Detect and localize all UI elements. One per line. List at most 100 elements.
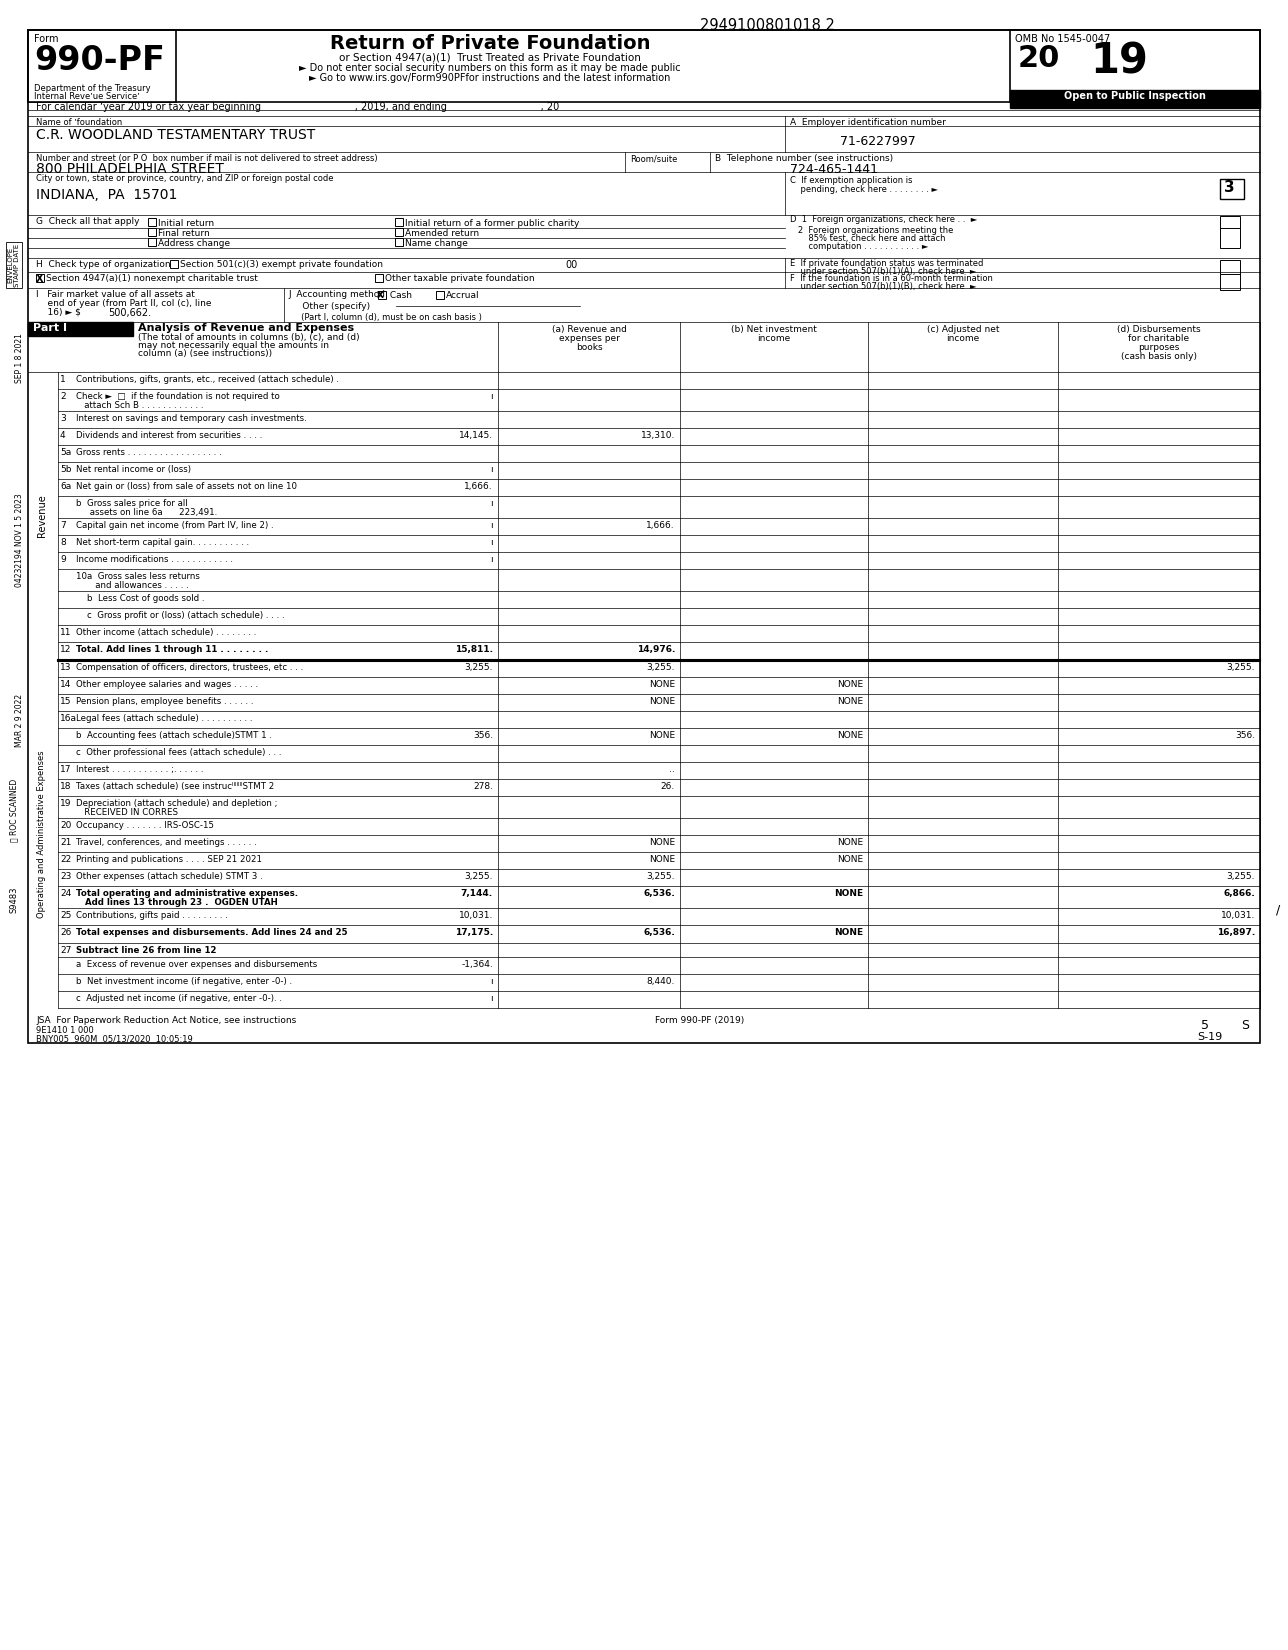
Text: 7: 7 (61, 521, 66, 530)
Text: 19: 19 (1090, 40, 1148, 82)
Bar (437, 290, 444, 299)
Text: expenses per: expenses per (559, 333, 620, 343)
Text: For calendar ʼyear 2019 or tax year beginning                              , 201: For calendar ʼyear 2019 or tax year begi… (36, 102, 559, 112)
Text: INDIANA,  PA  15701: INDIANA, PA 15701 (36, 188, 178, 201)
Text: 26: 26 (61, 927, 71, 937)
Text: Accrual: Accrual (446, 290, 479, 300)
Text: X: X (377, 290, 384, 300)
Bar (36, 274, 44, 282)
Text: 16) ► $: 16) ► $ (36, 309, 81, 317)
Text: end of year (from Part II, col (c), line: end of year (from Part II, col (c), line (36, 299, 211, 309)
Text: under section 507(b)(1)(B), check here  ►: under section 507(b)(1)(B), check here ► (790, 282, 976, 290)
Text: 6a: 6a (61, 482, 71, 492)
Text: (b) Net investment: (b) Net investment (732, 325, 817, 333)
Text: may not necessarily equal the amounts in: may not necessarily equal the amounts in (138, 342, 328, 350)
Text: Add lines 13 through 23 .  OGDEN UTAH: Add lines 13 through 23 . OGDEN UTAH (76, 898, 278, 908)
Text: ► Go to www.irs.gov/Form990PFfor instructions and the latest information: ► Go to www.irs.gov/Form990PFfor instruc… (309, 73, 671, 82)
Text: c  Gross profit or (loss) (attach schedule) . . . .: c Gross profit or (loss) (attach schedul… (76, 610, 285, 620)
Text: 8,440.: 8,440. (647, 977, 675, 987)
Text: 6,536.: 6,536. (643, 889, 675, 898)
Text: H  Check type of organization: H Check type of organization (36, 261, 170, 269)
Text: 85% test, check here and attach: 85% test, check here and attach (790, 234, 945, 243)
Bar (1220, 228, 1240, 248)
Text: Initial return of a former public charity: Initial return of a former public charit… (404, 219, 580, 228)
Text: ı: ı (491, 538, 493, 548)
Text: 724-465-1441: 724-465-1441 (790, 163, 878, 177)
Text: NONE: NONE (649, 838, 675, 846)
Text: E  If private foundation status was terminated: E If private foundation status was termi… (790, 259, 983, 267)
Text: Pension plans, employee benefits . . . . . .: Pension plans, employee benefits . . . .… (76, 696, 254, 706)
Text: Name change: Name change (404, 239, 468, 247)
Text: Interest on savings and temporary cash investments.: Interest on savings and temporary cash i… (76, 414, 307, 422)
Bar (148, 228, 156, 236)
Text: ı: ı (491, 393, 493, 401)
Text: 2  Foreign organizations meeting the: 2 Foreign organizations meeting the (790, 226, 953, 234)
Text: Room/suite: Room/suite (630, 153, 677, 163)
Text: 19: 19 (61, 799, 72, 808)
Text: Cash: Cash (386, 290, 412, 300)
Text: 12: 12 (61, 645, 71, 653)
Text: computation . . . . . . . . . . . ►: computation . . . . . . . . . . . ► (790, 243, 929, 251)
Text: A  Employer identification number: A Employer identification number (790, 119, 945, 127)
Text: G  Check all that apply: G Check all that apply (36, 218, 139, 226)
Text: Number and street (or P O  box number if mail is not delivered to street address: Number and street (or P O box number if … (36, 153, 377, 163)
Text: 3,255.: 3,255. (647, 871, 675, 881)
Text: NONE: NONE (837, 731, 863, 739)
Text: F  If the foundation is in a 60-month termination: F If the foundation is in a 60-month ter… (790, 274, 993, 284)
Text: X: X (36, 274, 44, 284)
Text: (The total of amounts in columns (b), (c), and (d): (The total of amounts in columns (b), (c… (138, 333, 359, 342)
Text: Total. Add lines 1 through 11 . . . . . . . .: Total. Add lines 1 through 11 . . . . . … (76, 645, 268, 653)
Text: 13,310.: 13,310. (640, 431, 675, 441)
Bar (28, 30, 1260, 1043)
Bar (1220, 216, 1240, 229)
Text: Part I: Part I (33, 323, 67, 333)
Text: RECEIVED IN CORRES: RECEIVED IN CORRES (76, 808, 178, 817)
Text: (d) Disbursements: (d) Disbursements (1117, 325, 1200, 333)
Bar (28, 30, 1260, 102)
Text: NONE: NONE (649, 696, 675, 706)
Text: OMB No 1545-0047: OMB No 1545-0047 (1015, 35, 1110, 45)
Text: 22: 22 (61, 855, 71, 865)
Text: 10a  Gross sales less returns: 10a Gross sales less returns (76, 573, 200, 581)
Text: ı: ı (491, 521, 493, 530)
Text: 356.: 356. (473, 731, 493, 739)
Text: a  Excess of revenue over expenses and disbursements: a Excess of revenue over expenses and di… (76, 960, 317, 969)
Text: pending, check here . . . . . . . . ►: pending, check here . . . . . . . . ► (790, 185, 938, 195)
Text: Other expenses (attach schedule) STMT 3 .: Other expenses (attach schedule) STMT 3 … (76, 871, 263, 881)
Bar (1010, 91, 1260, 107)
Text: Address change: Address change (158, 239, 231, 247)
Text: 20: 20 (1018, 45, 1060, 73)
Text: 25: 25 (61, 911, 71, 921)
Text: 24: 24 (61, 889, 71, 898)
Text: 4: 4 (61, 431, 66, 441)
Text: Contributions, gifts paid . . . . . . . . .: Contributions, gifts paid . . . . . . . … (76, 911, 228, 921)
Text: 17,175.: 17,175. (455, 927, 493, 937)
Text: c  Other professional fees (attach schedule) . . .: c Other professional fees (attach schedu… (76, 747, 282, 757)
Text: (c) Adjusted net: (c) Adjusted net (927, 325, 999, 333)
Text: b  Less Cost of goods sold .: b Less Cost of goods sold . (76, 594, 205, 602)
Bar (1220, 261, 1240, 276)
Text: 990-PF: 990-PF (33, 45, 165, 78)
Text: 04232194 NOV 1 5 2023: 04232194 NOV 1 5 2023 (15, 493, 24, 587)
Text: Form: Form (33, 35, 58, 45)
Text: 1,666.: 1,666. (647, 521, 675, 530)
Text: J  Accounting method: J Accounting method (289, 290, 385, 299)
Text: Operating and Administrative Expenses: Operating and Administrative Expenses (37, 751, 46, 917)
Text: 20: 20 (61, 822, 71, 830)
Text: Travel, conferences, and meetings . . . . . .: Travel, conferences, and meetings . . . … (76, 838, 256, 846)
Text: 21: 21 (61, 838, 71, 846)
Text: Check ►  □  if the foundation is not required to: Check ► □ if the foundation is not requi… (76, 393, 279, 401)
Text: Compensation of officers, directors, trustees, etc . . .: Compensation of officers, directors, tru… (76, 663, 303, 672)
Text: and allowances . . . . .: and allowances . . . . . (76, 581, 189, 591)
Text: b  Net investment income (if negative, enter -0-) .: b Net investment income (if negative, en… (76, 977, 292, 987)
Text: 10,031.: 10,031. (1221, 911, 1255, 921)
Text: 278.: 278. (473, 782, 493, 790)
Text: 14,976.: 14,976. (636, 645, 675, 653)
Text: ı: ı (491, 977, 493, 987)
Text: MAR 2 9 2022: MAR 2 9 2022 (15, 693, 24, 746)
Text: C.R. WOODLAND TESTAMENTARY TRUST: C.R. WOODLAND TESTAMENTARY TRUST (36, 129, 316, 142)
Text: S9483: S9483 (9, 886, 18, 912)
Text: 13: 13 (61, 663, 72, 672)
Text: 15: 15 (61, 696, 72, 706)
Text: 1,666.: 1,666. (465, 482, 493, 492)
